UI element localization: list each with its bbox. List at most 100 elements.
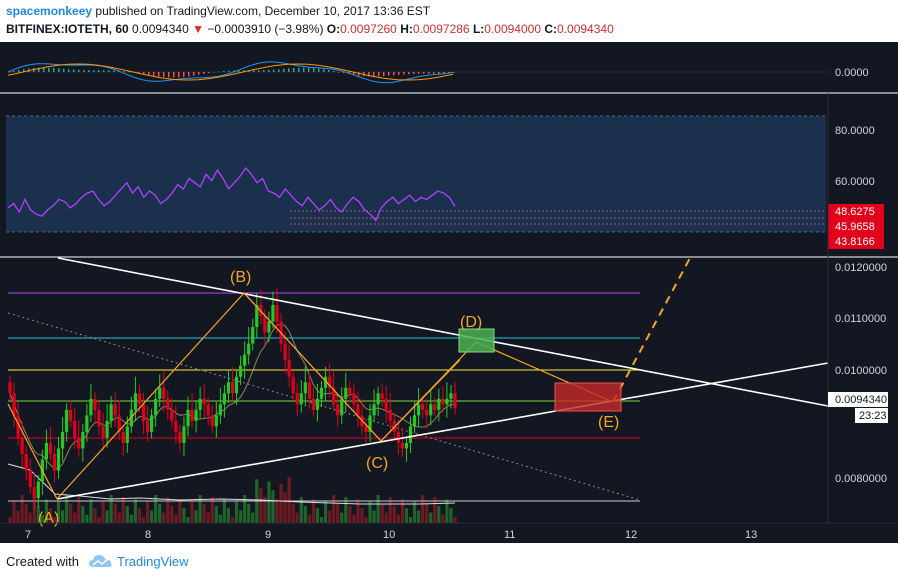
volume-bar	[247, 503, 251, 523]
candle-body	[154, 398, 158, 416]
macd-histogram-bar	[193, 72, 195, 76]
candle-body	[56, 448, 61, 471]
volume-bar	[364, 517, 368, 523]
price-tick-0120: 0.0120000	[835, 262, 887, 274]
volume-bar	[214, 506, 218, 523]
macd-histogram-bar	[28, 68, 30, 72]
macd-histogram-bar	[173, 72, 175, 78]
footer: Created with TradingView	[0, 543, 898, 579]
volume-bar	[117, 512, 121, 523]
macd-histogram-bar	[223, 71, 225, 72]
candle-body	[332, 387, 336, 405]
volume-bar	[8, 517, 12, 523]
candle-body	[283, 343, 287, 361]
candle-body	[295, 393, 299, 405]
volume-bar	[56, 501, 61, 523]
time-tick-12: 12	[625, 529, 637, 541]
volume-bar	[392, 506, 396, 523]
rsi-tick-80: 80.0000	[835, 125, 875, 137]
candle-body	[158, 387, 162, 399]
candle-body	[218, 404, 222, 416]
candle-body	[28, 470, 32, 488]
volume-bar	[24, 503, 28, 523]
candle-body	[109, 404, 113, 421]
candle-body	[291, 376, 295, 394]
candle-body	[267, 321, 271, 333]
candle-body	[234, 376, 239, 394]
volume-bar	[234, 501, 239, 523]
volume-bar	[441, 514, 445, 523]
target-box-d[interactable]	[458, 328, 495, 353]
macd-histogram-bar	[83, 70, 85, 72]
volume-bar	[186, 517, 190, 523]
candle-body	[327, 376, 332, 388]
candle-body	[12, 393, 16, 416]
author-link[interactable]: spacemonkeey	[6, 4, 93, 18]
candle-body	[162, 387, 166, 399]
volume-bar	[149, 510, 154, 523]
macd-histogram-bar	[263, 70, 265, 72]
macd-histogram-bar	[58, 68, 60, 72]
volume-bar	[445, 499, 449, 523]
target-box-e[interactable]	[554, 382, 622, 412]
volume-bar	[291, 503, 295, 523]
volume-bar	[60, 510, 65, 523]
macd-histogram-bar	[443, 72, 445, 74]
volume-bar	[400, 499, 405, 523]
volume-bar	[327, 510, 332, 523]
candle-body	[137, 393, 142, 405]
time-tick-7: 7	[25, 529, 31, 541]
rsi-value-label-2: 45.9658	[835, 221, 875, 233]
candle-body	[36, 481, 40, 499]
candle-body	[396, 431, 400, 443]
macd-histogram-bar	[148, 72, 150, 75]
macd-histogram-bar	[408, 72, 410, 75]
upper-trendline[interactable]	[57, 257, 829, 407]
volume-bar	[332, 495, 336, 523]
open-value: 0.0097260	[340, 22, 397, 36]
volume-bar	[162, 512, 166, 523]
c-d-line	[380, 359, 461, 442]
volume-bar	[194, 510, 198, 523]
candle-body	[453, 393, 457, 409]
lower-trendline[interactable]	[56, 362, 829, 500]
rsi-tick-60: 60.0000	[835, 176, 875, 188]
macd-histogram-bar	[63, 68, 65, 72]
candle-body	[145, 420, 150, 432]
volume-bar	[218, 514, 222, 523]
last-price-label: 0.0094340	[835, 394, 887, 406]
close-label: C:	[544, 22, 558, 36]
volume-bar	[73, 512, 77, 523]
tradingview-link[interactable]: TradingView	[117, 554, 189, 569]
created-with-text: Created with	[6, 554, 79, 569]
volume-bar	[174, 514, 178, 523]
volume-bar	[81, 506, 85, 523]
macd-histogram-bar	[13, 70, 15, 72]
volume-bar	[303, 506, 307, 523]
candle-body	[198, 398, 202, 410]
volume-bar	[372, 510, 376, 523]
candle-body	[48, 442, 53, 454]
last-price-label-bg	[828, 392, 888, 407]
candle-body	[238, 365, 243, 377]
tradingview-cloud-icon[interactable]	[88, 553, 114, 569]
volume-bar	[267, 481, 271, 523]
time-tick-8: 8	[145, 529, 151, 541]
time-tick-11: 11	[504, 529, 515, 541]
volume-bar	[77, 497, 81, 523]
volume-bar	[101, 501, 105, 523]
publish-line: spacemonkeey published on TradingView.co…	[6, 4, 430, 18]
volume-bar	[251, 512, 255, 523]
macd-histogram-bar	[168, 72, 170, 78]
time-tick-10: 10	[383, 529, 395, 541]
macd-histogram-bar	[18, 69, 20, 72]
chart-canvas[interactable]: 0.0000 80.0000 60.0000 48.6275 45.9658 4…	[0, 42, 898, 543]
macd-histogram-bar	[43, 67, 45, 72]
volume-bar	[93, 508, 97, 523]
macd-histogram-bar	[183, 72, 185, 78]
macd-histogram-bar	[78, 69, 80, 72]
volume-bar	[206, 512, 210, 523]
macd-histogram-bar	[368, 72, 370, 77]
macd-panel	[6, 61, 828, 84]
macd-histogram-bar	[303, 67, 305, 72]
